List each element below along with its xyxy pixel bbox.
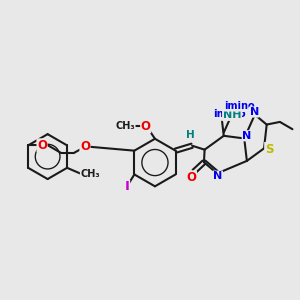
Text: N: N xyxy=(242,131,251,141)
Text: O: O xyxy=(141,120,151,133)
Text: I: I xyxy=(125,181,130,194)
Text: O: O xyxy=(80,140,90,153)
Text: H: H xyxy=(186,130,195,140)
Text: N: N xyxy=(213,171,222,181)
Text: O: O xyxy=(37,139,47,152)
Text: N: N xyxy=(250,107,259,117)
Text: NH: NH xyxy=(223,110,241,120)
Text: imino: imino xyxy=(213,109,246,119)
Text: imino: imino xyxy=(224,101,255,111)
Text: NH: NH xyxy=(223,110,241,120)
Text: O: O xyxy=(186,171,197,184)
Text: S: S xyxy=(265,142,273,155)
Text: imino: imino xyxy=(225,103,254,112)
Text: CH₃: CH₃ xyxy=(80,169,100,179)
Text: CH₃: CH₃ xyxy=(116,121,135,131)
